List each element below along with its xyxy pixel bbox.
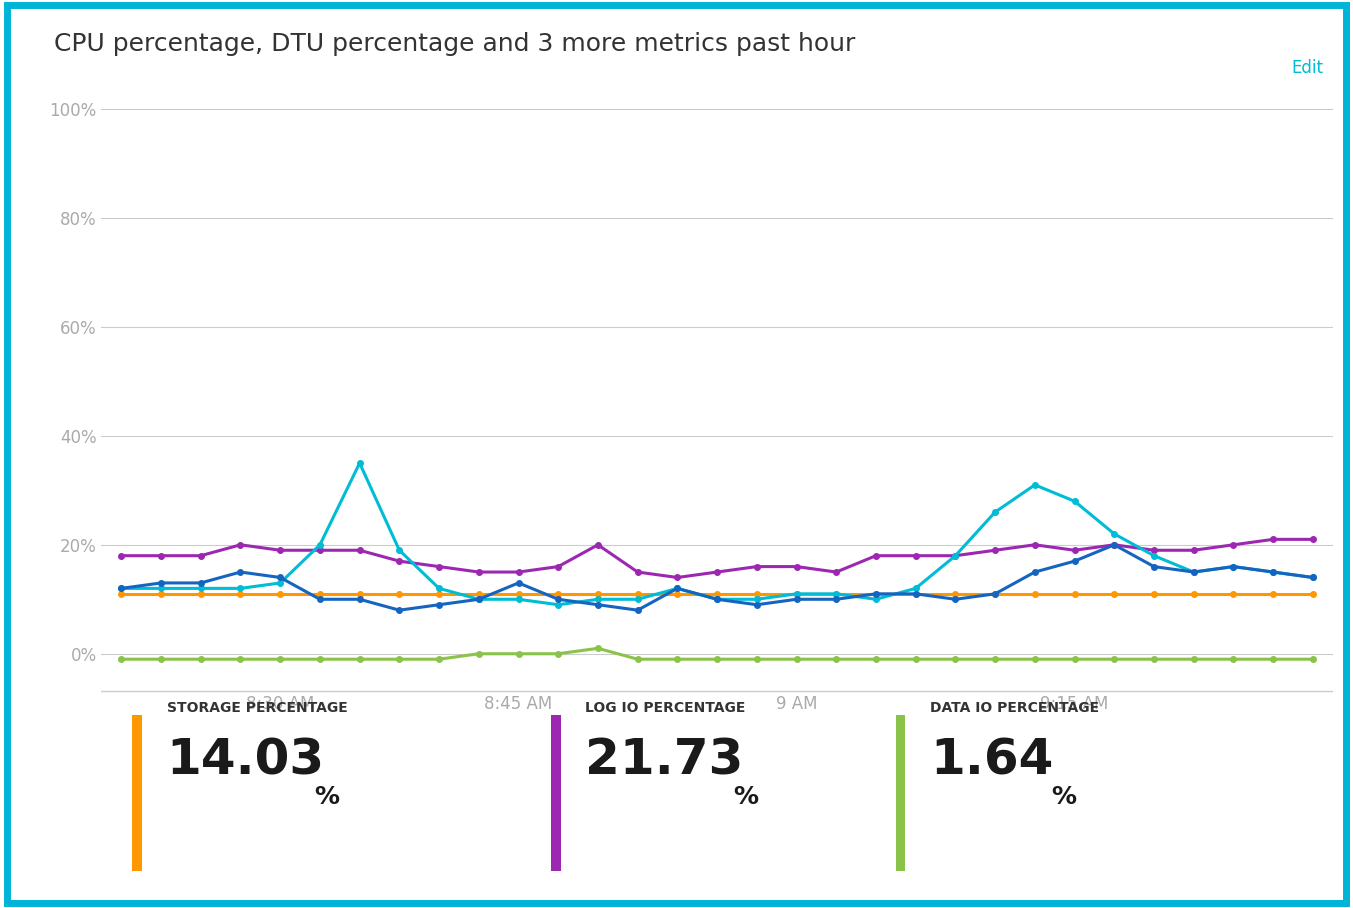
Text: 21.73: 21.73 (586, 737, 744, 785)
Text: %: % (733, 785, 758, 809)
Text: STORAGE PERCENTAGE: STORAGE PERCENTAGE (166, 701, 348, 715)
Bar (551, 715, 560, 871)
Text: %: % (314, 785, 340, 809)
Text: LOG IO PERCENTAGE: LOG IO PERCENTAGE (586, 701, 746, 715)
Text: %: % (1051, 785, 1076, 809)
Text: 14.03: 14.03 (166, 737, 325, 785)
Bar (896, 715, 905, 871)
Bar (133, 715, 142, 871)
Text: DATA IO PERCENTAGE: DATA IO PERCENTAGE (930, 701, 1099, 715)
Text: 1.64: 1.64 (930, 737, 1054, 785)
Text: Edit: Edit (1291, 59, 1323, 77)
Text: CPU percentage, DTU percentage and 3 more metrics past hour: CPU percentage, DTU percentage and 3 mor… (54, 32, 855, 55)
